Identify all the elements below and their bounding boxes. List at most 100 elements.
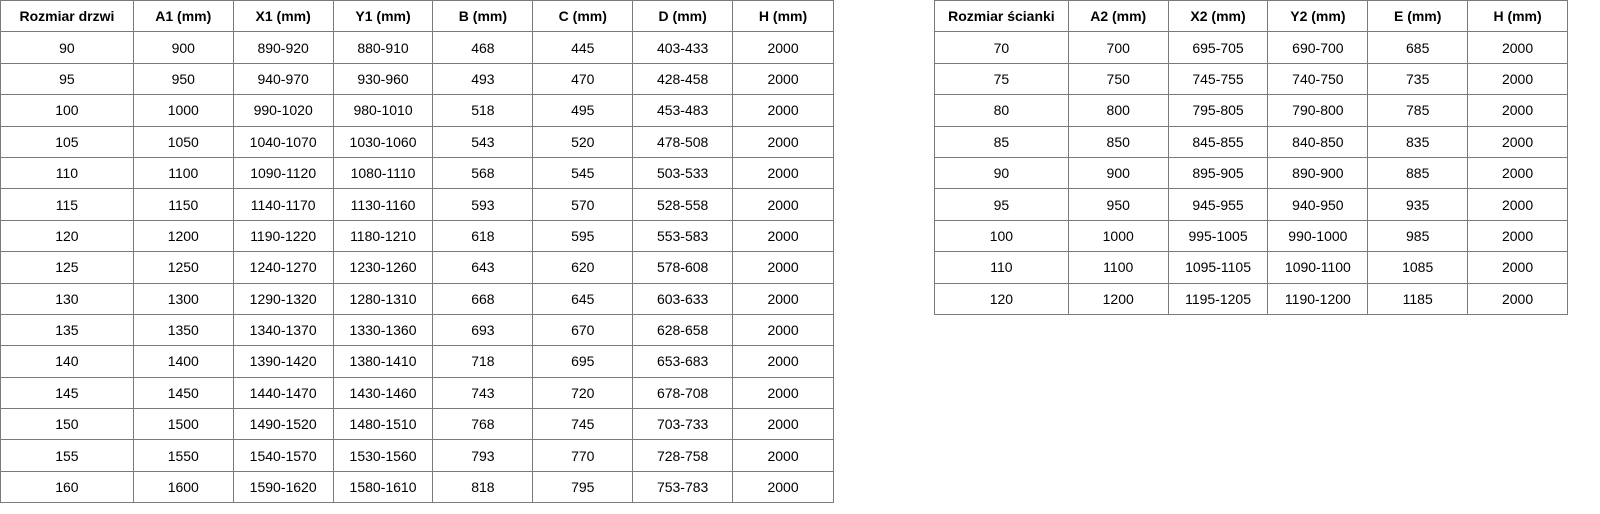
table-cell: 1180-1210 (332, 219, 434, 253)
table-cell: 1080-1110 (332, 156, 434, 190)
table-cell: 1530-1560 (332, 439, 434, 472)
table-row: 115 1150 1140-1170 1130-1160 593 570 528-558 20… (0, 188, 834, 221)
table-cell: 593 (432, 188, 534, 221)
table-cell: 818 (432, 470, 534, 504)
table-cell: 1050 (132, 125, 234, 158)
table-row: 75 750 745-755 740-750 735 2000 (934, 62, 1568, 96)
table-cell: 793 (432, 439, 534, 472)
column-header: Rozmiar ścianki (934, 0, 1069, 33)
table-cell: 110 (0, 156, 134, 190)
table-cell: 1500 (132, 408, 234, 441)
table-cell: 1250 (132, 251, 234, 284)
table-cell: 1095-1105 (1167, 251, 1269, 284)
table-cell: 995-1005 (1167, 219, 1269, 253)
table-cell: 990-1020 (232, 94, 334, 127)
table-cell: 2000 (732, 439, 834, 472)
table-cell: 1580-1610 (332, 470, 434, 504)
table-cell: 2000 (732, 125, 834, 158)
table-cell: 718 (432, 345, 534, 378)
table-cell: 543 (432, 125, 534, 158)
table-cell: 1200 (1067, 282, 1169, 315)
column-header: C (mm) (532, 0, 634, 33)
column-header: X1 (mm) (232, 0, 334, 33)
table-cell: 135 (0, 313, 134, 347)
table-row: 100 1000 995-1005 990-1000 985 2000 (934, 219, 1568, 253)
table-cell: 495 (532, 94, 634, 127)
table-cell: 618 (432, 219, 534, 253)
table-cell: 1600 (132, 470, 234, 504)
table-cell: 2000 (732, 219, 834, 253)
table-cell: 1400 (132, 345, 234, 378)
table-cell: 2000 (732, 470, 834, 504)
door-dimensions-table: Rozmiar drzwi A1 (mm) X1 (mm) Y1 (mm) B (mm)… (0, 0, 834, 504)
table-cell: 695-705 (1167, 31, 1269, 64)
table-cell: 720 (532, 376, 634, 410)
table-cell: 1130-1160 (332, 188, 434, 221)
table-cell: 750 (1067, 62, 1169, 96)
table-cell: 445 (532, 31, 634, 64)
table-cell: 880-910 (332, 31, 434, 64)
table-cell: 125 (0, 251, 134, 284)
table-row: 130 1300 1290-1320 1280-1310 668 645 603-633 20… (0, 282, 834, 315)
table-cell: 2000 (732, 188, 834, 221)
table-cell: 950 (132, 62, 234, 96)
table-cell: 645 (532, 282, 634, 315)
table-row: 150 1500 1490-1520 1480-1510 768 745 703-733 20… (0, 408, 834, 441)
table-cell: 2000 (1467, 62, 1568, 96)
table-cell: 1185 (1367, 282, 1469, 315)
table-cell: 520 (532, 125, 634, 158)
table-row: 85 850 845-855 840-850 835 2000 (934, 125, 1568, 158)
table-cell: 2000 (1467, 282, 1568, 315)
table-row: 125 1250 1240-1270 1230-1260 643 620 578-608 20… (0, 251, 834, 284)
table-cell: 453-483 (632, 94, 734, 127)
table-cell: 2000 (732, 376, 834, 410)
table-cell: 795-805 (1167, 94, 1269, 127)
table-cell: 1090-1100 (1267, 251, 1369, 284)
table-cell: 570 (532, 188, 634, 221)
table-cell: 595 (532, 219, 634, 253)
table-row: 70 700 695-705 690-700 685 2000 (934, 31, 1568, 64)
table-cell: 985 (1367, 219, 1469, 253)
table-cell: 668 (432, 282, 534, 315)
table-cell: 800 (1067, 94, 1169, 127)
table-cell: 1450 (132, 376, 234, 410)
table-cell: 935 (1367, 188, 1469, 221)
table-cell: 1550 (132, 439, 234, 472)
table-row: 110 1100 1090-1120 1080-1110 568 545 503-533 20… (0, 156, 834, 190)
table-cell: 1380-1410 (332, 345, 434, 378)
table-cell: 2000 (1467, 125, 1568, 158)
table-cell: 1100 (1067, 251, 1169, 284)
table-cell: 568 (432, 156, 534, 190)
table-cell: 1000 (132, 94, 234, 127)
table-cell: 553-583 (632, 219, 734, 253)
table-row: 110 1100 1095-1105 1090-1100 1085 2000 (934, 251, 1568, 284)
table-cell: 743 (432, 376, 534, 410)
table-cell: 845-855 (1167, 125, 1269, 158)
table-cell: 110 (934, 251, 1069, 284)
table-cell: 1200 (132, 219, 234, 253)
table-cell: 700 (1067, 31, 1169, 64)
table-row: 140 1400 1390-1420 1380-1410 718 695 653-683 20… (0, 345, 834, 378)
table-row: 145 1450 1440-1470 1430-1460 743 720 678-708 20… (0, 376, 834, 410)
column-header: H (mm) (732, 0, 834, 33)
table-cell: 653-683 (632, 345, 734, 378)
table-cell: 130 (0, 282, 134, 315)
table-cell: 428-458 (632, 62, 734, 96)
table-row: 90 900 890-920 880-910 468 445 403-433 2000 (0, 31, 834, 64)
table-cell: 90 (934, 156, 1069, 190)
table-cell: 1350 (132, 313, 234, 347)
table-cell: 2000 (1467, 94, 1568, 127)
table-cell: 745 (532, 408, 634, 441)
table-cell: 403-433 (632, 31, 734, 64)
table-cell: 890-920 (232, 31, 334, 64)
table-cell: 1140-1170 (232, 188, 334, 221)
table-cell: 1150 (132, 188, 234, 221)
table-cell: 628-658 (632, 313, 734, 347)
table-cell: 890-900 (1267, 156, 1369, 190)
table-cell: 2000 (732, 62, 834, 96)
table-row: 120 1200 1195-1205 1190-1200 1185 2000 (934, 282, 1568, 315)
table-cell: 670 (532, 313, 634, 347)
table-cell: 1390-1420 (232, 345, 334, 378)
table-cell: 120 (0, 219, 134, 253)
table-cell: 980-1010 (332, 94, 434, 127)
